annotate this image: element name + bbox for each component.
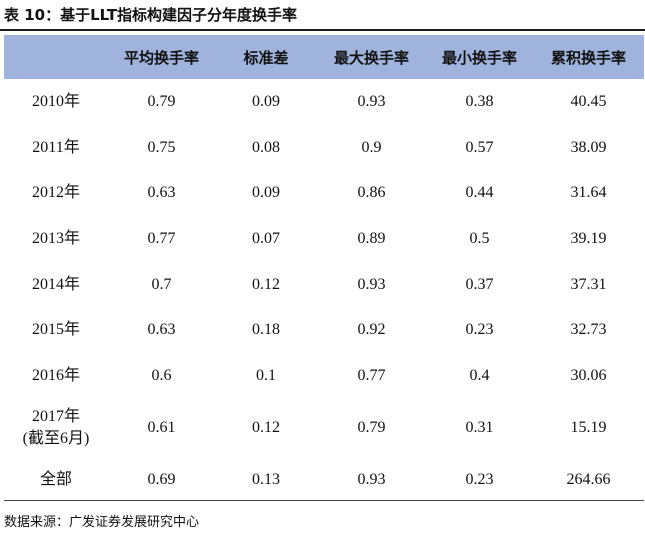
value-cell: 0.12 (252, 418, 280, 436)
table-title: 表 10：基于LLT指标构建因子分年度换手率 (4, 6, 297, 24)
header-cell: 累积换手率 (550, 48, 626, 67)
header-cell: 平均换手率 (123, 48, 199, 67)
table-header-row: 平均换手率 标准差 最大换手率 最小换手率 累积换手率 (4, 35, 644, 79)
table-row: 2017年 (截至6月) 0.61 0.12 0.79 0.31 15.19 (4, 399, 644, 457)
value-cell: 0.57 (465, 138, 494, 156)
header-cell: 标准差 (243, 48, 289, 67)
table-row: 2010年 0.79 0.09 0.93 0.38 40.45 (4, 79, 644, 125)
value-cell: 0.5 (469, 229, 490, 247)
value-cell: 31.64 (570, 184, 607, 202)
value-cell: 0.79 (357, 418, 386, 436)
value-cell: 0.63 (147, 321, 176, 339)
title-divider (0, 29, 645, 31)
header-cell (4, 35, 108, 79)
table-row: 2014年 0.7 0.12 0.93 0.37 37.31 (4, 262, 644, 308)
value-cell: 39.19 (570, 229, 607, 247)
value-cell: 0.61 (147, 418, 176, 436)
value-cell: 0.77 (147, 229, 176, 247)
value-cell: 0.79 (147, 92, 176, 110)
table-row: 2015年 0.63 0.18 0.92 0.23 32.73 (4, 307, 644, 353)
year-cell: 2014年 (31, 275, 80, 293)
value-cell: 0.6 (151, 366, 172, 384)
value-cell: 0.77 (357, 366, 386, 384)
value-cell: 0.31 (465, 418, 494, 436)
year-cell: 2013年 (31, 229, 80, 247)
value-cell: 0.93 (357, 470, 386, 488)
year-note: (截至6月) (22, 429, 90, 447)
value-cell: 0.12 (252, 275, 280, 293)
value-cell: 40.45 (570, 92, 607, 110)
value-cell: 0.86 (357, 184, 386, 202)
value-cell: 0.93 (357, 92, 386, 110)
value-cell: 38.09 (570, 138, 607, 156)
value-cell: 0.09 (252, 92, 280, 110)
year-cell: 2016年 (31, 366, 80, 384)
value-cell: 0.23 (465, 470, 494, 488)
header-cell: 最小换手率 (441, 48, 517, 67)
year-cell: 2017年 (截至6月) (4, 399, 108, 457)
table-row: 2016年 0.6 0.1 0.77 0.4 30.06 (4, 353, 644, 399)
value-cell: 0.4 (469, 366, 490, 384)
value-cell: 0.89 (357, 229, 386, 247)
value-cell: 0.93 (357, 275, 386, 293)
value-cell: 0.92 (357, 321, 386, 339)
table-row: 2012年 0.63 0.09 0.86 0.44 31.64 (4, 170, 644, 216)
value-cell: 0.18 (252, 321, 280, 339)
value-cell: 0.69 (147, 470, 176, 488)
year-cell: 2012年 (31, 184, 80, 202)
table-row: 2013年 0.77 0.07 0.89 0.5 39.19 (4, 216, 644, 262)
value-cell: 264.66 (566, 470, 611, 488)
value-cell: 32.73 (570, 321, 607, 339)
source-note: 数据来源：广发证券发展研究中心 (4, 515, 200, 530)
year-cell: 全部 (39, 470, 72, 488)
year-cell: 2010年 (31, 92, 80, 110)
value-cell: 0.38 (465, 92, 494, 110)
year-cell: 2011年 (32, 138, 80, 156)
value-cell: 0.09 (252, 184, 280, 202)
year-label: 2017年 (31, 407, 80, 425)
value-cell: 0.23 (465, 321, 494, 339)
value-cell: 0.37 (465, 275, 494, 293)
value-cell: 0.75 (147, 138, 176, 156)
table-row: 全部 0.69 0.13 0.93 0.23 264.66 (4, 457, 644, 503)
header-cell: 最大换手率 (333, 48, 409, 67)
value-cell: 0.1 (256, 366, 276, 384)
value-cell: 15.19 (570, 418, 607, 436)
value-cell: 37.31 (570, 275, 607, 293)
value-cell: 0.7 (151, 275, 172, 293)
value-cell: 0.08 (252, 138, 280, 156)
value-cell: 0.44 (465, 184, 494, 202)
year-cell: 2015年 (31, 321, 80, 339)
value-cell: 30.06 (570, 366, 607, 384)
value-cell: 0.13 (252, 470, 280, 488)
value-cell: 0.63 (147, 184, 176, 202)
value-cell: 0.9 (361, 138, 382, 156)
table-row: 2011年 0.75 0.08 0.9 0.57 38.09 (4, 125, 644, 171)
turnover-table: 平均换手率 标准差 最大换手率 最小换手率 累积换手率 2010年 0.79 0… (4, 35, 644, 503)
value-cell: 0.07 (252, 229, 280, 247)
table-bottom-rule (4, 500, 644, 501)
